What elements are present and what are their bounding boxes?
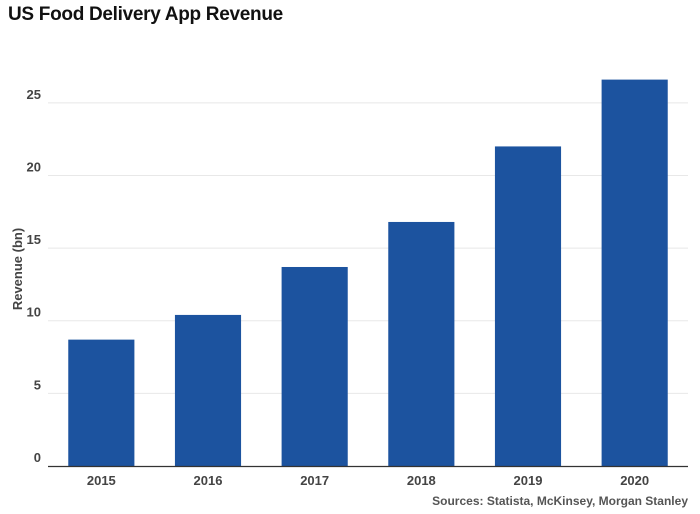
y-axis-title: Revenue (bn) [10,228,25,310]
bars [68,79,668,466]
y-tick-label: 0 [34,450,41,465]
y-tick-label: 25 [27,87,41,102]
x-tick-label: 2018 [407,473,436,488]
y-tick-label: 10 [27,305,41,320]
gridlines [48,102,688,394]
y-tick-label: 15 [27,232,41,247]
x-tick-label: 2016 [194,473,223,488]
y-tick-label: 20 [27,159,41,174]
bar-2015 [68,339,135,466]
bar-2016 [174,314,242,466]
bar-2019 [494,146,562,466]
chart-title: US Food Delivery App Revenue [8,4,283,25]
bar-2018 [388,221,455,466]
bar-2017 [281,266,348,466]
x-tick-label: 2017 [300,473,329,488]
y-tick-labels: 0 5 10 15 20 25 [27,87,41,465]
x-tick-label: 2015 [87,473,116,488]
x-tick-label: 2020 [620,473,649,488]
source-note: Sources: Statista, McKinsey, Morgan Stan… [432,494,688,508]
bar-2020 [601,79,668,466]
x-tick-labels: 2015 2016 2017 2018 2019 2020 [87,473,649,488]
y-tick-label: 5 [34,377,41,392]
x-tick-label: 2019 [514,473,543,488]
